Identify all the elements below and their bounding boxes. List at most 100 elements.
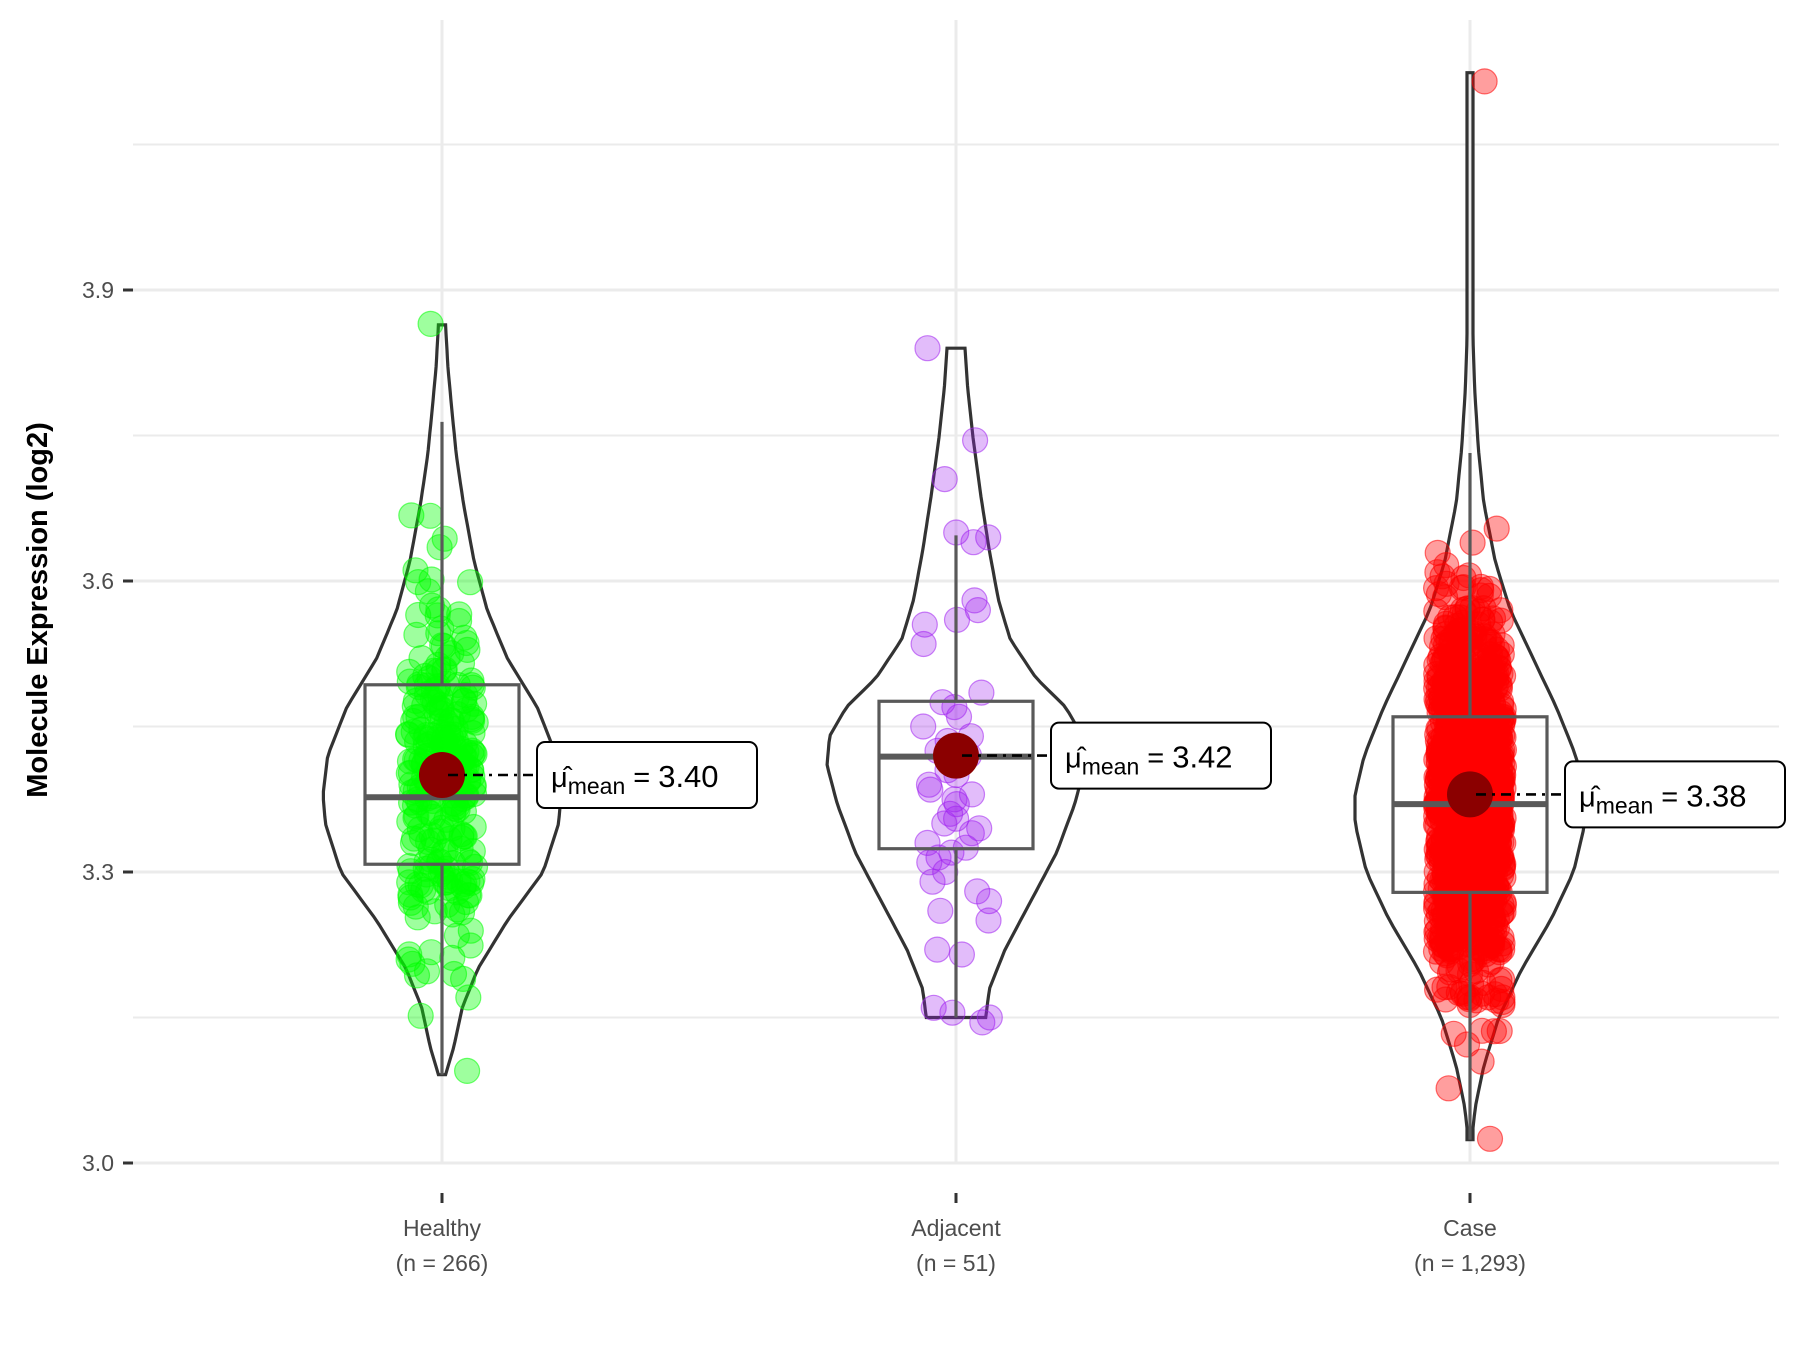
x-tick-label-healthy: Healthy: [403, 1215, 481, 1241]
violins: [321, 71, 1587, 1142]
data-point-healthy: [413, 848, 440, 875]
data-point-adjacent: [975, 907, 1002, 934]
data-point-case: [1442, 603, 1469, 631]
equals-sign: =: [1147, 743, 1164, 775]
data-point-healthy: [457, 569, 484, 596]
data-point-adjacent: [958, 781, 986, 808]
data-point-adjacent: [948, 941, 976, 968]
mu-hat-symbol: μ̂: [1065, 743, 1087, 775]
data-point-adjacent: [917, 776, 944, 803]
data-point-case: [1431, 756, 1458, 783]
data-point-healthy: [446, 607, 473, 635]
data-point-healthy: [405, 568, 432, 596]
mean-label-box-healthy: [536, 741, 758, 809]
data-point-adjacent: [976, 1004, 1003, 1031]
data-point-healthy: [407, 1002, 434, 1029]
data-point-healthy: [448, 650, 476, 677]
data-point-healthy: [426, 534, 453, 561]
data-point-case: [1481, 981, 1508, 1008]
data-point-adjacent: [931, 810, 958, 837]
data-point-case: [1448, 925, 1476, 952]
data-point-case: [1448, 574, 1475, 601]
mean-labels: μ̂mean = 3.40μ̂mean = 3.42μ̂mean = 3.38: [448, 721, 1786, 829]
data-point-case: [1459, 529, 1486, 556]
data-point-healthy: [414, 578, 441, 605]
data-point-case: [1460, 619, 1487, 647]
data-point-adjacent: [945, 703, 973, 730]
mean-dot-healthy: [419, 752, 465, 798]
data-point-adjacent: [927, 897, 954, 924]
data-point-case: [1476, 582, 1503, 610]
mean-markers: [419, 732, 1493, 818]
data-point-case: [1429, 563, 1456, 590]
data-point-healthy: [430, 632, 457, 660]
data-point-healthy: [443, 922, 470, 949]
data-point-adjacent: [910, 630, 937, 658]
data-point-adjacent: [943, 790, 970, 818]
data-point-adjacent: [914, 335, 941, 362]
data-point-case: [1423, 651, 1450, 679]
data-point-case: [1423, 675, 1450, 702]
boxplots: [363, 421, 1549, 1140]
data-point-case: [1481, 806, 1509, 834]
box-healthy: [363, 683, 521, 866]
data-point-case: [1426, 832, 1453, 859]
y-axis-title: Molecule Expression (log2): [22, 422, 54, 797]
data-point-healthy: [400, 707, 427, 735]
data-point-case: [1485, 830, 1513, 857]
data-point-case: [1489, 988, 1516, 1016]
x-tick-label-case: Case: [1443, 1215, 1497, 1241]
data-point-case: [1458, 835, 1485, 862]
data-point-case: [1456, 736, 1483, 763]
data-point-case: [1425, 715, 1452, 743]
data-point-case: [1446, 889, 1473, 916]
data-point-adjacent: [960, 529, 987, 556]
mean-subscript: mean: [1596, 792, 1654, 818]
data-point-case: [1430, 724, 1457, 751]
data-point-adjacent: [966, 815, 993, 842]
data-point-case: [1424, 539, 1451, 567]
data-point-case: [1453, 850, 1480, 877]
data-point-case: [1459, 683, 1486, 710]
data-point-healthy: [456, 882, 483, 909]
mean-label-case: μ̂mean = 3.38: [1579, 778, 1747, 818]
data-point-healthy: [434, 863, 461, 890]
data-point-adjacent: [968, 679, 995, 706]
data-point-case: [1486, 1017, 1513, 1045]
data-point-healthy: [433, 708, 460, 736]
data-point-case: [1483, 515, 1510, 542]
data-point-case: [1437, 914, 1464, 941]
data-point-adjacent: [924, 936, 951, 963]
data-point-adjacent: [910, 713, 937, 740]
data-point-healthy: [402, 893, 429, 920]
data-point-case: [1478, 932, 1506, 959]
data-point-adjacent: [919, 868, 946, 895]
data-point-healthy: [402, 687, 429, 715]
data-point-healthy: [457, 917, 484, 944]
data-point-adjacent: [975, 524, 1002, 551]
data-point-healthy: [424, 602, 451, 629]
data-point-case: [1469, 738, 1496, 765]
data-point-case: [1440, 1020, 1467, 1047]
data-point-case: [1488, 966, 1516, 993]
x-tick-count-adjacent: (n = 51): [916, 1250, 996, 1276]
data-point-healthy: [417, 502, 444, 529]
data-point-case: [1476, 1125, 1504, 1152]
mean-label-healthy: μ̂mean = 3.40: [551, 759, 719, 799]
data-point-case: [1435, 1075, 1462, 1102]
equals-sign: =: [633, 762, 650, 794]
data-point-case: [1485, 655, 1513, 682]
x-tick-label-adjacent: Adjacent: [911, 1215, 1001, 1241]
data-point-case: [1438, 864, 1465, 891]
mean-subscript: mean: [1082, 754, 1140, 780]
mean-label-adjacent: μ̂mean = 3.42: [1065, 740, 1233, 780]
y-tick-label: 3.6: [82, 568, 114, 594]
data-point-case: [1436, 638, 1464, 665]
violin-healthy: [321, 323, 563, 1077]
data-point-case: [1458, 884, 1486, 911]
data-point-adjacent: [961, 587, 988, 614]
mean-subscript: mean: [568, 773, 626, 799]
data-point-case: [1424, 559, 1451, 586]
data-point-healthy: [461, 740, 488, 768]
y-tick-label: 3.9: [82, 277, 114, 303]
